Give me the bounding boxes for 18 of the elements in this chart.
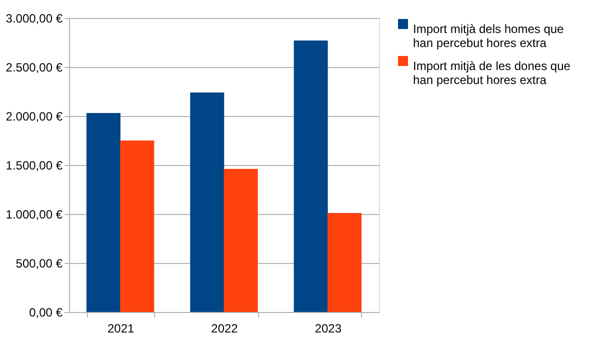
legend-label: Import mitjà dels homes que han percebut hores extra [413,22,564,50]
x-tick-label: 2023 [314,322,342,336]
y-tick-label: 3.000,00 € [6,12,63,26]
bar [294,40,328,312]
bar [328,213,362,312]
x-tick-label: 2022 [211,322,238,336]
x-tick-label: 2021 [107,322,134,336]
y-tick-label: 0,00 € [29,306,63,320]
y-tick-label: 500,00 € [16,256,63,270]
y-tick-label: 2.500,00 € [6,60,63,74]
bar [190,92,224,312]
bar [224,168,258,312]
y-tick-label: 1.000,00 € [6,208,63,222]
bar [86,113,120,312]
y-tick-label: 2.000,00 € [6,110,63,124]
y-tick-label: 1.500,00 € [6,158,63,172]
legend-label: Import mitjà de les dones que han percebut hores extra [413,59,571,87]
bar [120,140,154,312]
